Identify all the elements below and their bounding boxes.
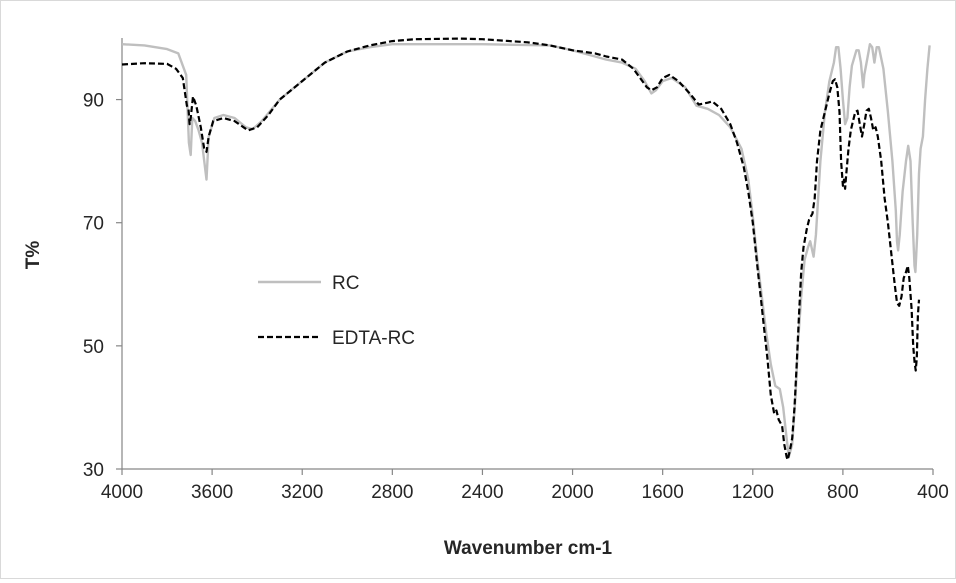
x-tick-label: 2400 bbox=[461, 482, 503, 503]
x-tick-label: 2800 bbox=[371, 482, 413, 503]
y-tick-label: 70 bbox=[83, 214, 104, 235]
y-tick-label: 90 bbox=[83, 91, 104, 112]
x-tick-label: 800 bbox=[827, 482, 859, 503]
x-tick-label: 1200 bbox=[732, 482, 774, 503]
x-tick-label: 3200 bbox=[281, 482, 323, 503]
x-tick-label: 4000 bbox=[101, 482, 143, 503]
legend-label: EDTA-RC bbox=[332, 328, 415, 349]
legend: RC EDTA-RC bbox=[258, 273, 415, 349]
y-axis-title: T% bbox=[23, 241, 44, 270]
x-axis-title: Wavenumber cm-1 bbox=[444, 538, 613, 559]
series-line-edta-rc bbox=[121, 37, 921, 461]
x-tick-label: 1600 bbox=[642, 482, 684, 503]
x-tick-label: 400 bbox=[917, 482, 949, 503]
y-tick-label: 30 bbox=[83, 460, 104, 481]
series-line-rc bbox=[121, 43, 931, 458]
y-tick-label: 50 bbox=[83, 337, 104, 358]
x-tick-label: 3600 bbox=[191, 482, 233, 503]
x-tick-label: 2000 bbox=[551, 482, 593, 503]
legend-label: RC bbox=[332, 273, 359, 294]
